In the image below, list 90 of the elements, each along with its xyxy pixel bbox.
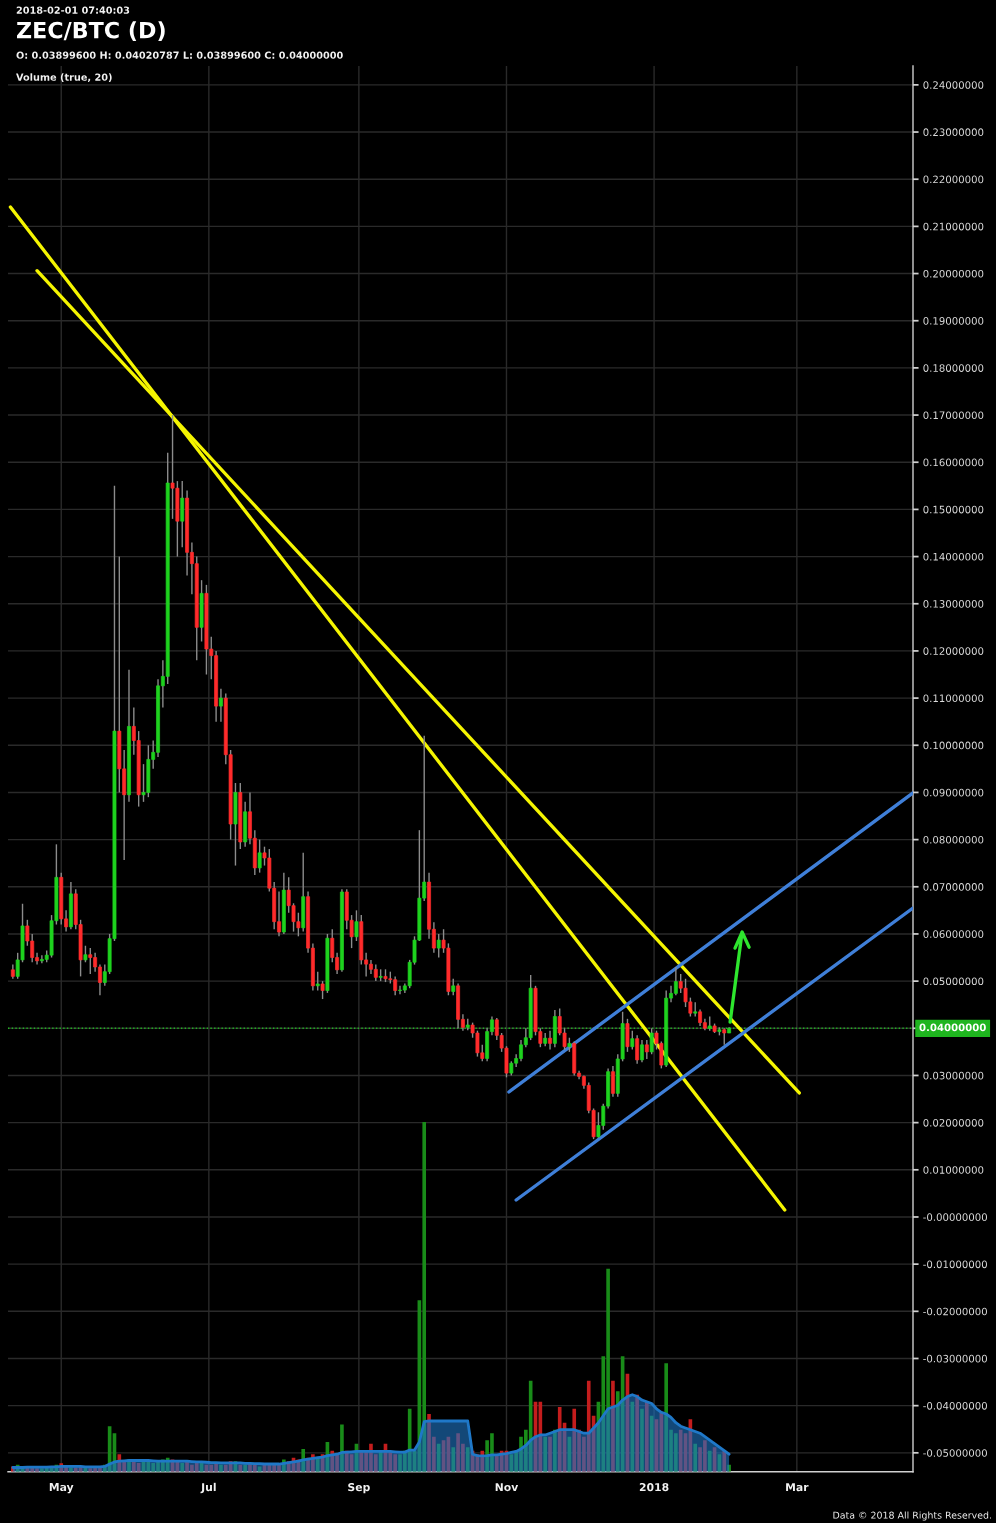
bar bbox=[548, 1436, 552, 1472]
candlestick bbox=[315, 970, 320, 992]
bar bbox=[557, 1407, 562, 1472]
y-tick-label: 0.20000000 bbox=[923, 269, 984, 278]
bar bbox=[340, 1424, 344, 1472]
candlestick bbox=[219, 687, 223, 723]
bar bbox=[572, 1408, 577, 1472]
y-tick-label: 0.03000000 bbox=[923, 1071, 984, 1080]
bar bbox=[315, 1457, 320, 1472]
x-tick-label: Jul bbox=[200, 1482, 216, 1494]
candlestick bbox=[88, 947, 93, 975]
y-tick-label: 0.15000000 bbox=[923, 505, 984, 514]
y-tick-label: 0.10000000 bbox=[923, 741, 984, 750]
bar bbox=[645, 1401, 649, 1472]
y-tick-label: 0.07000000 bbox=[923, 883, 984, 891]
bar bbox=[180, 1462, 185, 1472]
y-tick-label: -0.02000000 bbox=[923, 1307, 987, 1316]
bar bbox=[640, 1408, 644, 1472]
x-tick-label: Mar bbox=[786, 1483, 809, 1492]
y-tick-label: 0.11000000 bbox=[923, 694, 984, 703]
chart-title: ZEC/BTC (D) bbox=[17, 21, 165, 42]
bar bbox=[436, 1443, 441, 1472]
y-tick-label: -0.00000000 bbox=[923, 1213, 987, 1221]
text: 2018-02-01 07:40:03 bbox=[16, 6, 130, 14]
x-tick-label: Nov bbox=[495, 1483, 519, 1492]
bar bbox=[543, 1436, 548, 1472]
y-tick-label: 0.16000000 bbox=[923, 458, 984, 467]
candlestick bbox=[354, 909, 359, 942]
y-tick-label: 0.08000000 bbox=[923, 835, 984, 844]
y-tick-label: 0.19000000 bbox=[923, 317, 984, 325]
candlestick bbox=[640, 1039, 644, 1063]
bar bbox=[722, 1450, 727, 1472]
bar bbox=[727, 1464, 731, 1472]
chart-title: Volume (true, 20) bbox=[16, 73, 112, 83]
candlestick bbox=[649, 1027, 654, 1055]
y-tick-label: 0.05000000 bbox=[923, 977, 984, 986]
y-tick-label: 0.22000000 bbox=[923, 175, 984, 184]
bar bbox=[635, 1394, 639, 1472]
y-tick-label: 0.09000000 bbox=[923, 788, 984, 797]
y-tick-label: 0.01000000 bbox=[923, 1166, 984, 1174]
bar bbox=[422, 1122, 427, 1472]
candlestick bbox=[635, 1034, 640, 1065]
candlestick bbox=[673, 966, 678, 996]
bar bbox=[359, 1450, 364, 1472]
y-tick-label: -0.01000000 bbox=[923, 1260, 987, 1269]
bar bbox=[238, 1464, 243, 1472]
y-tick-label: -0.04000000 bbox=[923, 1401, 987, 1410]
bar bbox=[678, 1429, 683, 1472]
y-tick-label: 0.13000000 bbox=[923, 600, 984, 608]
candlestick bbox=[625, 1018, 630, 1053]
y-tick-label: 0.24000000 bbox=[923, 81, 984, 89]
x-tick-label: 2018 bbox=[639, 1483, 669, 1492]
y-tick-label: -0.03000000 bbox=[923, 1354, 987, 1363]
x-tick-label: Sep bbox=[348, 1483, 370, 1494]
y-tick-label: 0.17000000 bbox=[923, 411, 984, 420]
y-tick-label: 0.14000000 bbox=[923, 552, 984, 561]
bar bbox=[132, 1461, 136, 1472]
candlestick bbox=[548, 1029, 552, 1051]
chart-subtitle: O: 0.03899600 H: 0.04020787 L: 0.03899600 C: 0.04000000 bbox=[16, 51, 343, 59]
candlestick bbox=[180, 480, 185, 548]
bar bbox=[707, 1450, 712, 1472]
bar bbox=[209, 1464, 214, 1472]
candlestick bbox=[644, 1039, 649, 1060]
y-tick-label: -0.05000000 bbox=[923, 1449, 987, 1457]
bar bbox=[465, 1447, 470, 1472]
bar bbox=[553, 1429, 557, 1472]
bar bbox=[586, 1380, 591, 1472]
x-tick-label: May bbox=[49, 1483, 74, 1494]
candlestick bbox=[257, 838, 262, 874]
candlestick bbox=[436, 933, 441, 959]
y-tick-label: 0.23000000 bbox=[923, 128, 984, 137]
bar bbox=[223, 1464, 228, 1472]
y-tick-label: 0.06000000 bbox=[923, 930, 984, 938]
candlestick bbox=[611, 1065, 615, 1098]
bar bbox=[88, 1468, 93, 1472]
bar bbox=[611, 1380, 615, 1472]
bar bbox=[219, 1464, 223, 1472]
bar bbox=[693, 1443, 698, 1472]
bar bbox=[393, 1454, 397, 1472]
y-tick-label: 0.21000000 bbox=[923, 222, 984, 231]
candlestick bbox=[630, 1029, 635, 1051]
line-series bbox=[728, 930, 751, 1024]
y-tick-label: 0.18000000 bbox=[923, 364, 984, 372]
bar bbox=[451, 1447, 456, 1472]
y-tick-label: 0.12000000 bbox=[923, 647, 984, 655]
y-tick-label: 0.02000000 bbox=[923, 1118, 984, 1127]
ref-line-label: 0.04000000 bbox=[919, 1023, 986, 1032]
bar bbox=[630, 1401, 635, 1472]
text: Data © 2018 All Rights Reserved. bbox=[833, 1511, 991, 1521]
bar bbox=[243, 1464, 247, 1472]
